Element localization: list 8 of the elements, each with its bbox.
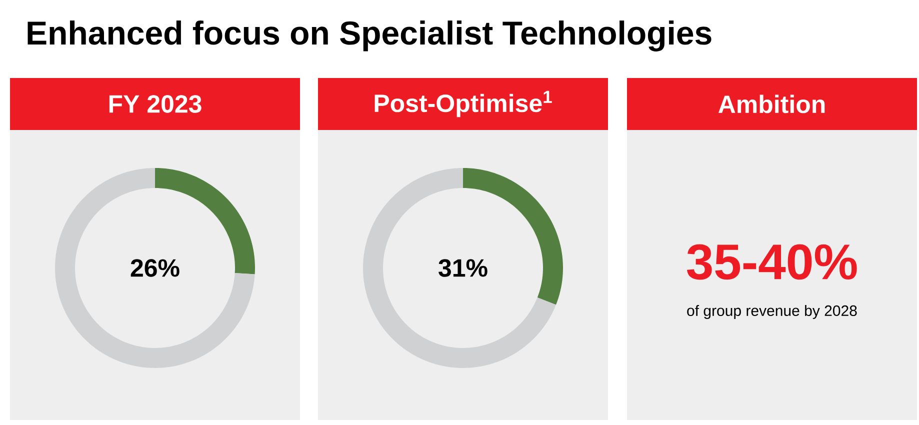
text: 31% [438,259,488,277]
chart-title: FY 2023 [109,95,202,113]
chart-title: Post-Optimise$^{1}$ [374,90,552,118]
text: 35-40% [686,244,857,280]
text: Ambition [718,94,825,114]
text: Enhanced focus on Specialist Technologies [28,20,712,52]
text: 26% [130,259,180,277]
text: of group revenue by 2028 [687,304,857,319]
